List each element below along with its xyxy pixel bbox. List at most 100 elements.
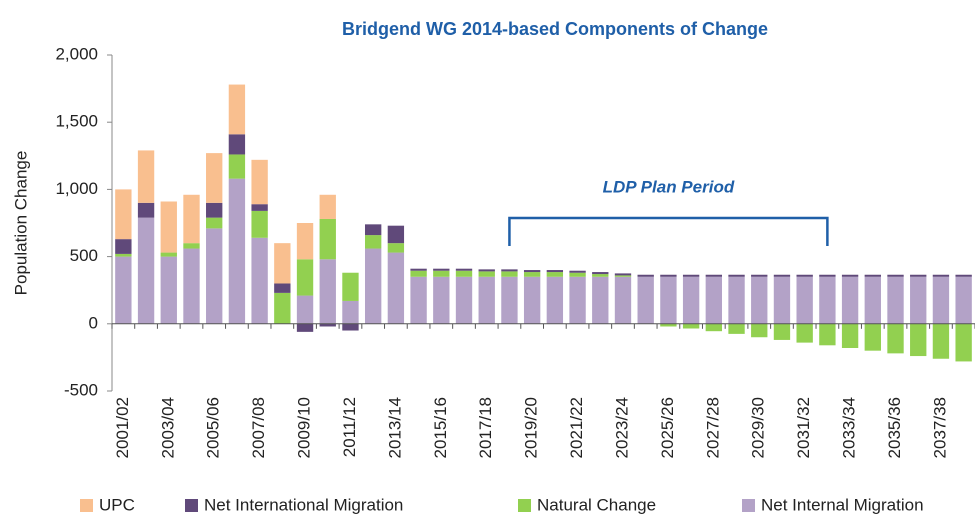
x-tick-label: 2021/22 (567, 397, 586, 458)
bar-segment (614, 276, 632, 324)
bar-segment (387, 225, 405, 244)
bar-segment (887, 323, 904, 354)
bar-segment (274, 283, 291, 293)
bar-segment (773, 323, 791, 340)
bar-segment (251, 237, 268, 324)
bar-segment (183, 243, 200, 249)
bar-segment (773, 276, 791, 324)
x-tick-label: 2009/10 (295, 397, 314, 458)
x-tick-label: 2003/04 (158, 397, 177, 458)
bar-segment (637, 274, 654, 277)
bar-segment (910, 323, 927, 357)
bar-segment (115, 253, 132, 257)
bar-segment (137, 217, 155, 324)
bar-segment (228, 84, 246, 135)
y-tick-label: -500 (64, 380, 98, 399)
bar-segment (660, 274, 677, 277)
legend-label: UPC (99, 495, 135, 514)
bar-segment (364, 224, 382, 236)
bar-segment (137, 202, 155, 218)
bar-segment (682, 276, 700, 324)
x-tick-label: 2033/34 (840, 397, 859, 458)
bar-segment (955, 276, 972, 324)
bar-segment (682, 274, 700, 277)
bar-segment (841, 274, 859, 277)
bar-segment (319, 323, 336, 327)
bar-segment (796, 323, 813, 343)
bar-segment (183, 194, 200, 244)
bar-segment (501, 276, 518, 324)
bar-segment (115, 189, 132, 240)
bar-segment (705, 276, 723, 324)
bar-segment (274, 292, 291, 324)
bar-segment (955, 323, 972, 362)
x-tick-label: 2029/30 (749, 397, 768, 458)
x-tick-label: 2023/24 (612, 397, 631, 458)
bar-segment (569, 270, 586, 273)
x-tick-label: 2025/26 (658, 397, 677, 458)
bar-segment (228, 154, 246, 179)
y-axis-title: Population Change (11, 151, 30, 296)
bar-segment (251, 210, 268, 238)
bar-segment (183, 248, 200, 324)
legend-label: Net Internal Migration (761, 495, 924, 514)
x-tick-label: 2013/14 (385, 397, 404, 458)
bar-segment (319, 259, 336, 324)
bar-segment (342, 272, 359, 301)
y-tick-label: 0 (89, 313, 98, 332)
bar-segment (614, 273, 632, 276)
y-tick-label: 1,000 (55, 179, 98, 198)
bar-segment (387, 243, 405, 253)
bar-segment (115, 239, 132, 254)
bar-segment (228, 134, 246, 155)
legend-swatch (518, 499, 531, 512)
bar-segment (455, 270, 473, 277)
bar-segment (932, 276, 950, 324)
bar-segment (523, 272, 541, 277)
bar-segment (364, 248, 382, 324)
bar-segment (887, 276, 904, 324)
y-tick-label: 2,000 (55, 44, 98, 63)
x-tick-label: 2027/28 (703, 397, 722, 458)
bar-segment (410, 268, 427, 271)
x-tick-label: 2035/36 (885, 397, 904, 458)
bar-segment (206, 153, 223, 203)
bar-segment (296, 295, 314, 324)
bar-segment (478, 276, 495, 324)
bar-segment (160, 252, 177, 257)
bar-segment (910, 274, 927, 277)
x-tick-label: 2015/16 (431, 397, 450, 458)
annotation-bracket (508, 216, 829, 246)
bar-segment (751, 276, 768, 324)
bar-segment (660, 276, 677, 324)
legend-label: Net International Migration (204, 495, 403, 514)
bar-segment (501, 271, 518, 277)
bar-segment (637, 276, 654, 324)
bar-segment (614, 275, 632, 277)
bar-segment (501, 269, 518, 272)
bar-segment (546, 276, 564, 324)
bar-segment (546, 272, 564, 277)
bar-segment (296, 323, 314, 332)
bar-segment (569, 272, 586, 277)
x-tick-label: 2007/08 (249, 397, 268, 458)
bar-segment (319, 218, 336, 260)
bar-segment (296, 223, 314, 260)
bar-segment (796, 276, 813, 324)
legend-swatch (185, 499, 198, 512)
bar-segment (251, 204, 268, 211)
bar-segment (751, 323, 768, 338)
bar-segment (433, 270, 450, 277)
bar-segment (455, 268, 473, 271)
bar-segment (705, 323, 723, 332)
bar-segment (682, 323, 700, 329)
x-tick-label: 2031/32 (794, 397, 813, 458)
legend-swatch (80, 499, 93, 512)
legend-label: Natural Change (537, 495, 656, 514)
x-tick-label: 2019/20 (522, 397, 541, 458)
bar-segment (910, 276, 927, 324)
bar-segment (296, 259, 314, 296)
bar-segment (433, 276, 450, 324)
bar-segment (796, 274, 813, 277)
